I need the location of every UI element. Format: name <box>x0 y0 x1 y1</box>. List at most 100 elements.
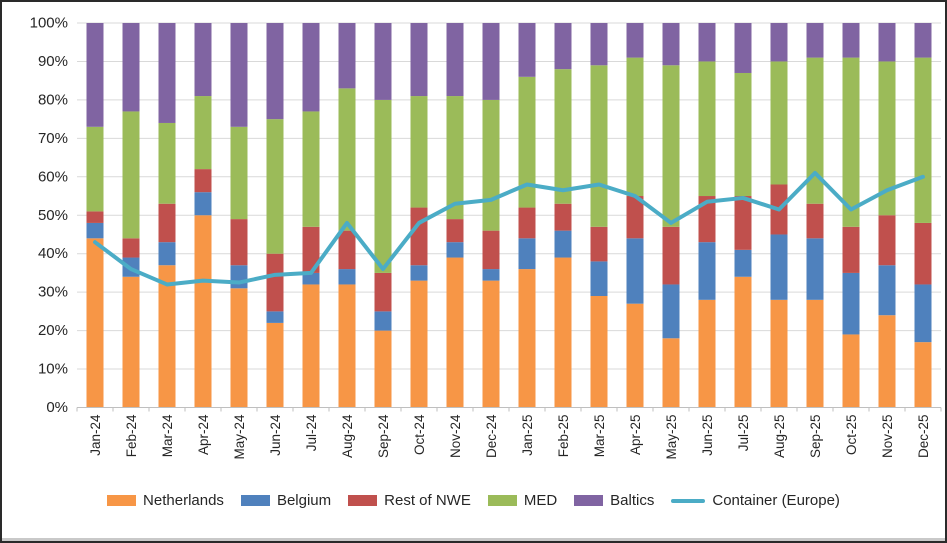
bar-segment-baltics <box>878 23 896 62</box>
bar-segment-med <box>554 69 572 204</box>
bar-segment-belgium <box>374 311 392 331</box>
x-tick-label: May-24 <box>232 414 247 460</box>
x-tick-label: Dec-24 <box>484 414 499 458</box>
bar-segment-baltics <box>698 23 716 62</box>
bar-segment-rest-of-nwe <box>590 226 608 262</box>
bar-segment-baltics <box>410 23 428 97</box>
bar-segment-netherlands <box>770 299 788 408</box>
x-tick-label: Jun-25 <box>700 415 715 456</box>
bar-segment-belgium <box>878 265 896 316</box>
bar-segment-belgium <box>734 249 752 277</box>
x-tick-label: Jan-24 <box>88 414 103 456</box>
bar-segment-rest-of-nwe <box>374 272 392 312</box>
bar-segment-belgium <box>410 265 428 281</box>
legend-label: MED <box>523 492 558 509</box>
bar-segment-med <box>734 72 752 197</box>
bar-segment-belgium <box>698 242 716 300</box>
legend-label: Netherlands <box>143 492 224 509</box>
x-tick-label: Oct-24 <box>412 414 427 455</box>
bar-segment-baltics <box>770 23 788 62</box>
bar-segment-netherlands <box>410 280 428 408</box>
plot-area: 0% 10% 20% 30% 40% 50% 60% 70% 80% 90% 100% Jan-24 F… <box>30 15 942 460</box>
legend-label: Rest of NWE <box>384 492 471 509</box>
legend-item-netherlands: Netherlands <box>107 492 224 509</box>
y-tick-label: 0% <box>46 399 68 416</box>
bar-segment-netherlands <box>626 303 644 408</box>
bar-segment-netherlands <box>698 299 716 408</box>
bar-segment-netherlands <box>518 269 536 408</box>
bar-segment-rest-of-nwe <box>266 253 284 312</box>
bar-segment-baltics <box>590 23 608 66</box>
x-tick-label: Aug-24 <box>340 414 355 458</box>
bar-segment-belgium <box>842 272 860 335</box>
bar-segment-med <box>194 96 212 170</box>
y-tick-label: 60% <box>38 168 68 185</box>
bar-segment-netherlands <box>158 265 176 408</box>
bar-segment-baltics <box>842 23 860 58</box>
bar-segment-netherlands <box>266 322 284 408</box>
x-tick-label: Apr-24 <box>196 414 211 455</box>
series-line-container-europe- <box>93 170 925 287</box>
x-tick-label: Aug-25 <box>772 415 787 459</box>
bar-segment-netherlands <box>878 315 896 408</box>
bar-segment-med <box>878 61 896 216</box>
bar-segment-rest-of-nwe <box>734 196 752 250</box>
bar-segment-med <box>266 119 284 254</box>
y-tick-label: 20% <box>38 322 68 339</box>
x-tick-label: Nov-24 <box>448 414 463 458</box>
bar-segment-rest-of-nwe <box>86 211 104 223</box>
x-tick-label: Feb-25 <box>556 415 571 458</box>
bar-segment-baltics <box>662 23 680 66</box>
bar-segment-netherlands <box>230 288 248 408</box>
legend-item-container-europe-: Container (Europe) <box>671 492 840 509</box>
bar-segment-belgium <box>446 242 464 258</box>
legend-line-swatch <box>671 498 706 503</box>
bar-segment-rest-of-nwe <box>230 219 248 266</box>
bar-segment-rest-of-nwe <box>554 203 572 231</box>
bar-segment-rest-of-nwe <box>626 196 644 239</box>
bar-segment-belgium <box>914 284 932 343</box>
legend-label: Belgium <box>276 492 332 509</box>
bar-segment-baltics <box>446 23 464 97</box>
bar-segment-netherlands <box>554 257 572 408</box>
bar-segment-med <box>302 111 320 227</box>
bar-segment-netherlands <box>662 338 680 408</box>
bar-segment-netherlands <box>446 257 464 408</box>
legend-color-swatch <box>348 495 378 506</box>
bar-segment-rest-of-nwe <box>662 226 680 285</box>
bar-segment-rest-of-nwe <box>698 196 716 243</box>
bar-segment-netherlands <box>590 295 608 408</box>
bar-segment-rest-of-nwe <box>482 230 500 270</box>
x-tick-label: Mar-25 <box>592 415 607 458</box>
bar-segment-netherlands <box>734 276 752 408</box>
bar-segment-med <box>806 57 824 204</box>
bar-segment-baltics <box>86 23 104 127</box>
legend: Netherlands Belgium Rest of NWE MED Baltics C… <box>2 492 945 509</box>
x-tick-label: Jul-24 <box>304 414 319 451</box>
bar-segment-rest-of-nwe <box>158 203 176 243</box>
bar-segment-netherlands <box>914 342 932 408</box>
y-tick-label: 40% <box>38 245 68 262</box>
bar-segment-rest-of-nwe <box>842 226 860 273</box>
bar-segment-belgium <box>554 230 572 258</box>
y-tick-label: 80% <box>38 91 68 108</box>
bar-segment-med <box>662 65 680 227</box>
y-tick-label: 90% <box>38 53 68 70</box>
x-tick-label: Jan-25 <box>520 415 535 456</box>
x-tick-label: Nov-25 <box>880 415 895 459</box>
legend-label: Baltics <box>610 492 655 509</box>
bar-segment-netherlands <box>338 284 356 408</box>
bar-segment-belgium <box>482 269 500 281</box>
bar-segment-med <box>590 65 608 227</box>
bar-segment-belgium <box>626 238 644 304</box>
x-tick-label: Mar-24 <box>160 414 175 457</box>
bar-segment-med <box>698 61 716 197</box>
bar-segment-med <box>158 122 176 204</box>
bar-segment-med <box>626 57 644 197</box>
bar-segment-baltics <box>302 23 320 112</box>
bar-segment-belgium <box>158 242 176 266</box>
x-tick-label: Oct-25 <box>844 415 859 456</box>
bar-segment-rest-of-nwe <box>194 169 212 193</box>
bar-segment-baltics <box>266 23 284 120</box>
